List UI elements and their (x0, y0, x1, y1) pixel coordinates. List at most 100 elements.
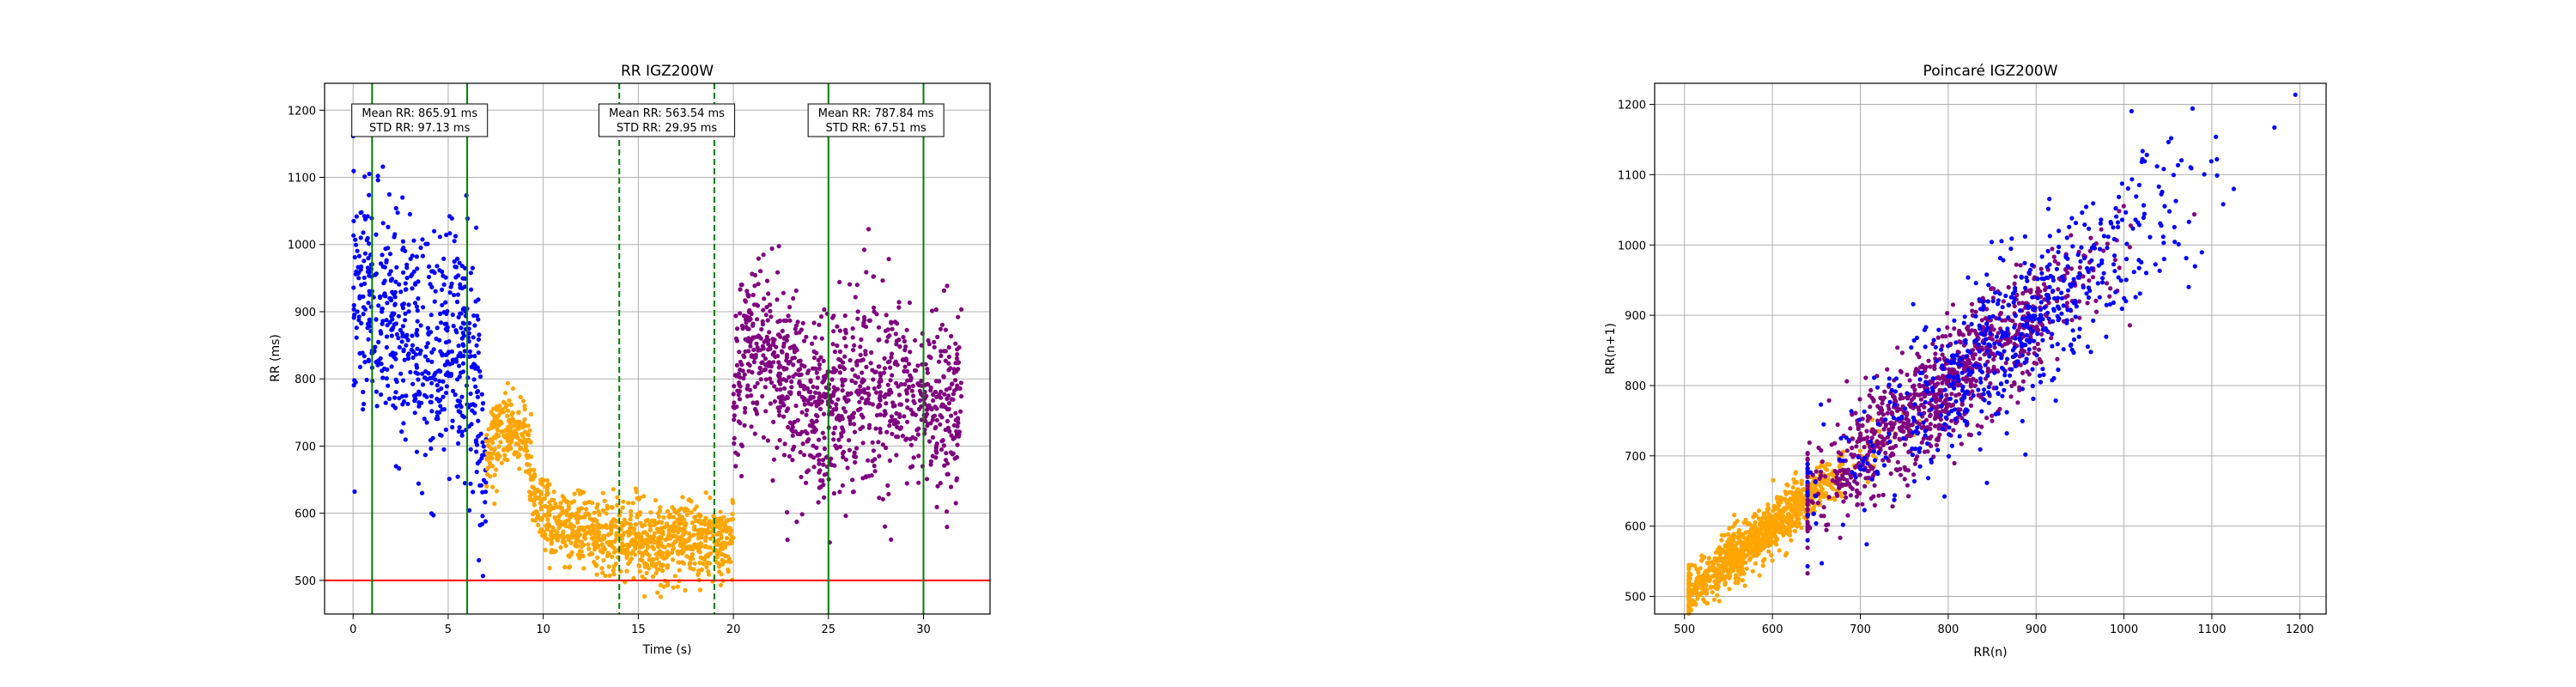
data-point (877, 453, 882, 459)
data-point (1789, 538, 1794, 543)
data-point (544, 523, 549, 529)
data-point (1752, 512, 1757, 517)
data-point (1820, 459, 1825, 465)
data-point (423, 369, 428, 374)
data-point (822, 472, 828, 477)
data-point (397, 396, 402, 401)
data-point (655, 543, 661, 548)
data-point (861, 247, 867, 252)
data-point (388, 278, 393, 283)
data-point (2065, 293, 2070, 299)
data-point (359, 264, 364, 270)
data-point (431, 347, 436, 352)
data-point (1979, 424, 1984, 429)
annotation-text: STD RR: 67.51 ms (825, 122, 927, 135)
data-point (595, 530, 600, 535)
data-point (2006, 284, 2011, 290)
data-point (787, 318, 793, 323)
data-point (582, 501, 587, 506)
data-point (959, 307, 964, 312)
data-point (387, 319, 392, 325)
data-point (462, 349, 468, 354)
data-point (2085, 301, 2090, 306)
data-point (768, 376, 773, 381)
data-point (410, 381, 416, 386)
data-point (1745, 520, 1750, 526)
data-point (1805, 497, 1810, 502)
data-point (889, 537, 894, 542)
data-point (1917, 382, 1922, 387)
data-point (863, 324, 869, 329)
data-point (890, 326, 895, 331)
data-point (455, 292, 461, 297)
data-point (476, 434, 481, 439)
data-point (374, 389, 379, 394)
data-point (1973, 309, 1978, 314)
data-point (919, 379, 924, 384)
data-point (814, 370, 819, 375)
data-point (502, 453, 507, 458)
data-point (1793, 470, 1799, 475)
data-point (916, 382, 921, 387)
data-point (1735, 535, 1741, 540)
data-point (1900, 423, 1905, 429)
data-point (420, 253, 425, 258)
data-point (384, 376, 389, 381)
data-point (1755, 526, 1760, 532)
data-point (934, 394, 939, 399)
data-point (811, 366, 816, 371)
data-point (1698, 566, 1703, 571)
y-tick-label: 700 (295, 441, 316, 453)
data-point (708, 530, 714, 535)
data-point (817, 470, 822, 475)
data-point (854, 283, 860, 288)
data-point (781, 414, 787, 419)
data-point (2020, 291, 2026, 296)
data-point (853, 380, 858, 386)
data-point (784, 355, 790, 360)
data-point (488, 437, 493, 442)
data-point (1863, 476, 1868, 481)
data-point (1957, 331, 1962, 337)
data-point (692, 561, 697, 566)
data-point (733, 464, 738, 469)
data-point (762, 296, 767, 301)
data-point (419, 400, 424, 405)
data-point (1795, 517, 1801, 522)
data-point (732, 417, 737, 423)
data-point (817, 461, 822, 466)
data-point (2037, 347, 2042, 352)
data-point (601, 544, 606, 550)
data-point (735, 388, 740, 393)
data-point (902, 381, 908, 387)
data-point (1888, 471, 1893, 477)
data-point (499, 407, 505, 412)
data-point (366, 256, 371, 261)
data-point (538, 489, 544, 495)
data-point (444, 384, 450, 389)
series-1 (483, 380, 736, 599)
data-point (832, 426, 837, 431)
data-point (750, 370, 755, 375)
data-point (887, 333, 892, 338)
data-point (949, 433, 954, 438)
data-point (653, 498, 659, 503)
data-point (756, 371, 762, 376)
data-point (617, 513, 622, 518)
data-point (581, 489, 586, 495)
data-point (862, 314, 867, 320)
data-point (817, 322, 822, 327)
data-point (586, 546, 592, 551)
data-point (443, 275, 448, 280)
data-point (1799, 478, 1804, 483)
data-point (1895, 345, 1900, 350)
data-point (777, 413, 782, 418)
data-point (1809, 507, 1814, 512)
data-point (1956, 392, 1962, 397)
data-point (813, 390, 818, 395)
data-point (551, 489, 556, 495)
data-point (1990, 418, 1995, 423)
data-point (866, 401, 872, 406)
data-point (394, 264, 399, 270)
data-point (403, 437, 408, 442)
